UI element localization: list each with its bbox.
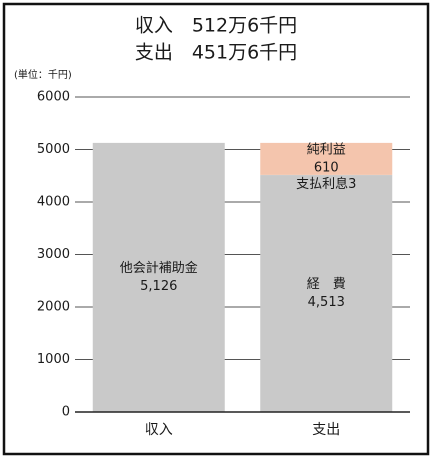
bar-segment [260,142,393,175]
segment-label: 支払利息3 [296,175,356,191]
y-tick-label: 3000 [37,247,70,262]
y-axis-label: (単位：千円) [14,68,72,81]
y-tick-label: 4000 [37,195,70,210]
y-tick-label: 1000 [37,352,70,367]
series-name: 経 費 [307,277,346,292]
y-tick-label: 0 [62,405,70,420]
y-tick-label: 2000 [37,300,70,315]
bar-segment [92,142,225,412]
value-label: 4,513 [308,295,345,310]
y-tick-label: 5000 [37,142,70,157]
x-tick-label: 収入 [145,422,173,438]
x-tick-label: 支出 [312,422,340,438]
y-tick-label: 6000 [37,90,70,105]
series-name: 他会計補助金 [120,260,198,276]
series-name: 支払利息 [296,175,348,191]
chart-subtitle: 支出 451万6千円 [135,42,297,64]
value-label: 3 [348,176,356,191]
value-label: 610 [314,160,339,175]
bar-segment [260,175,393,412]
chart-title: 収入 512万6千円 [135,15,297,37]
value-label: 5,126 [140,279,177,294]
series-name: 純利益 [307,142,346,157]
